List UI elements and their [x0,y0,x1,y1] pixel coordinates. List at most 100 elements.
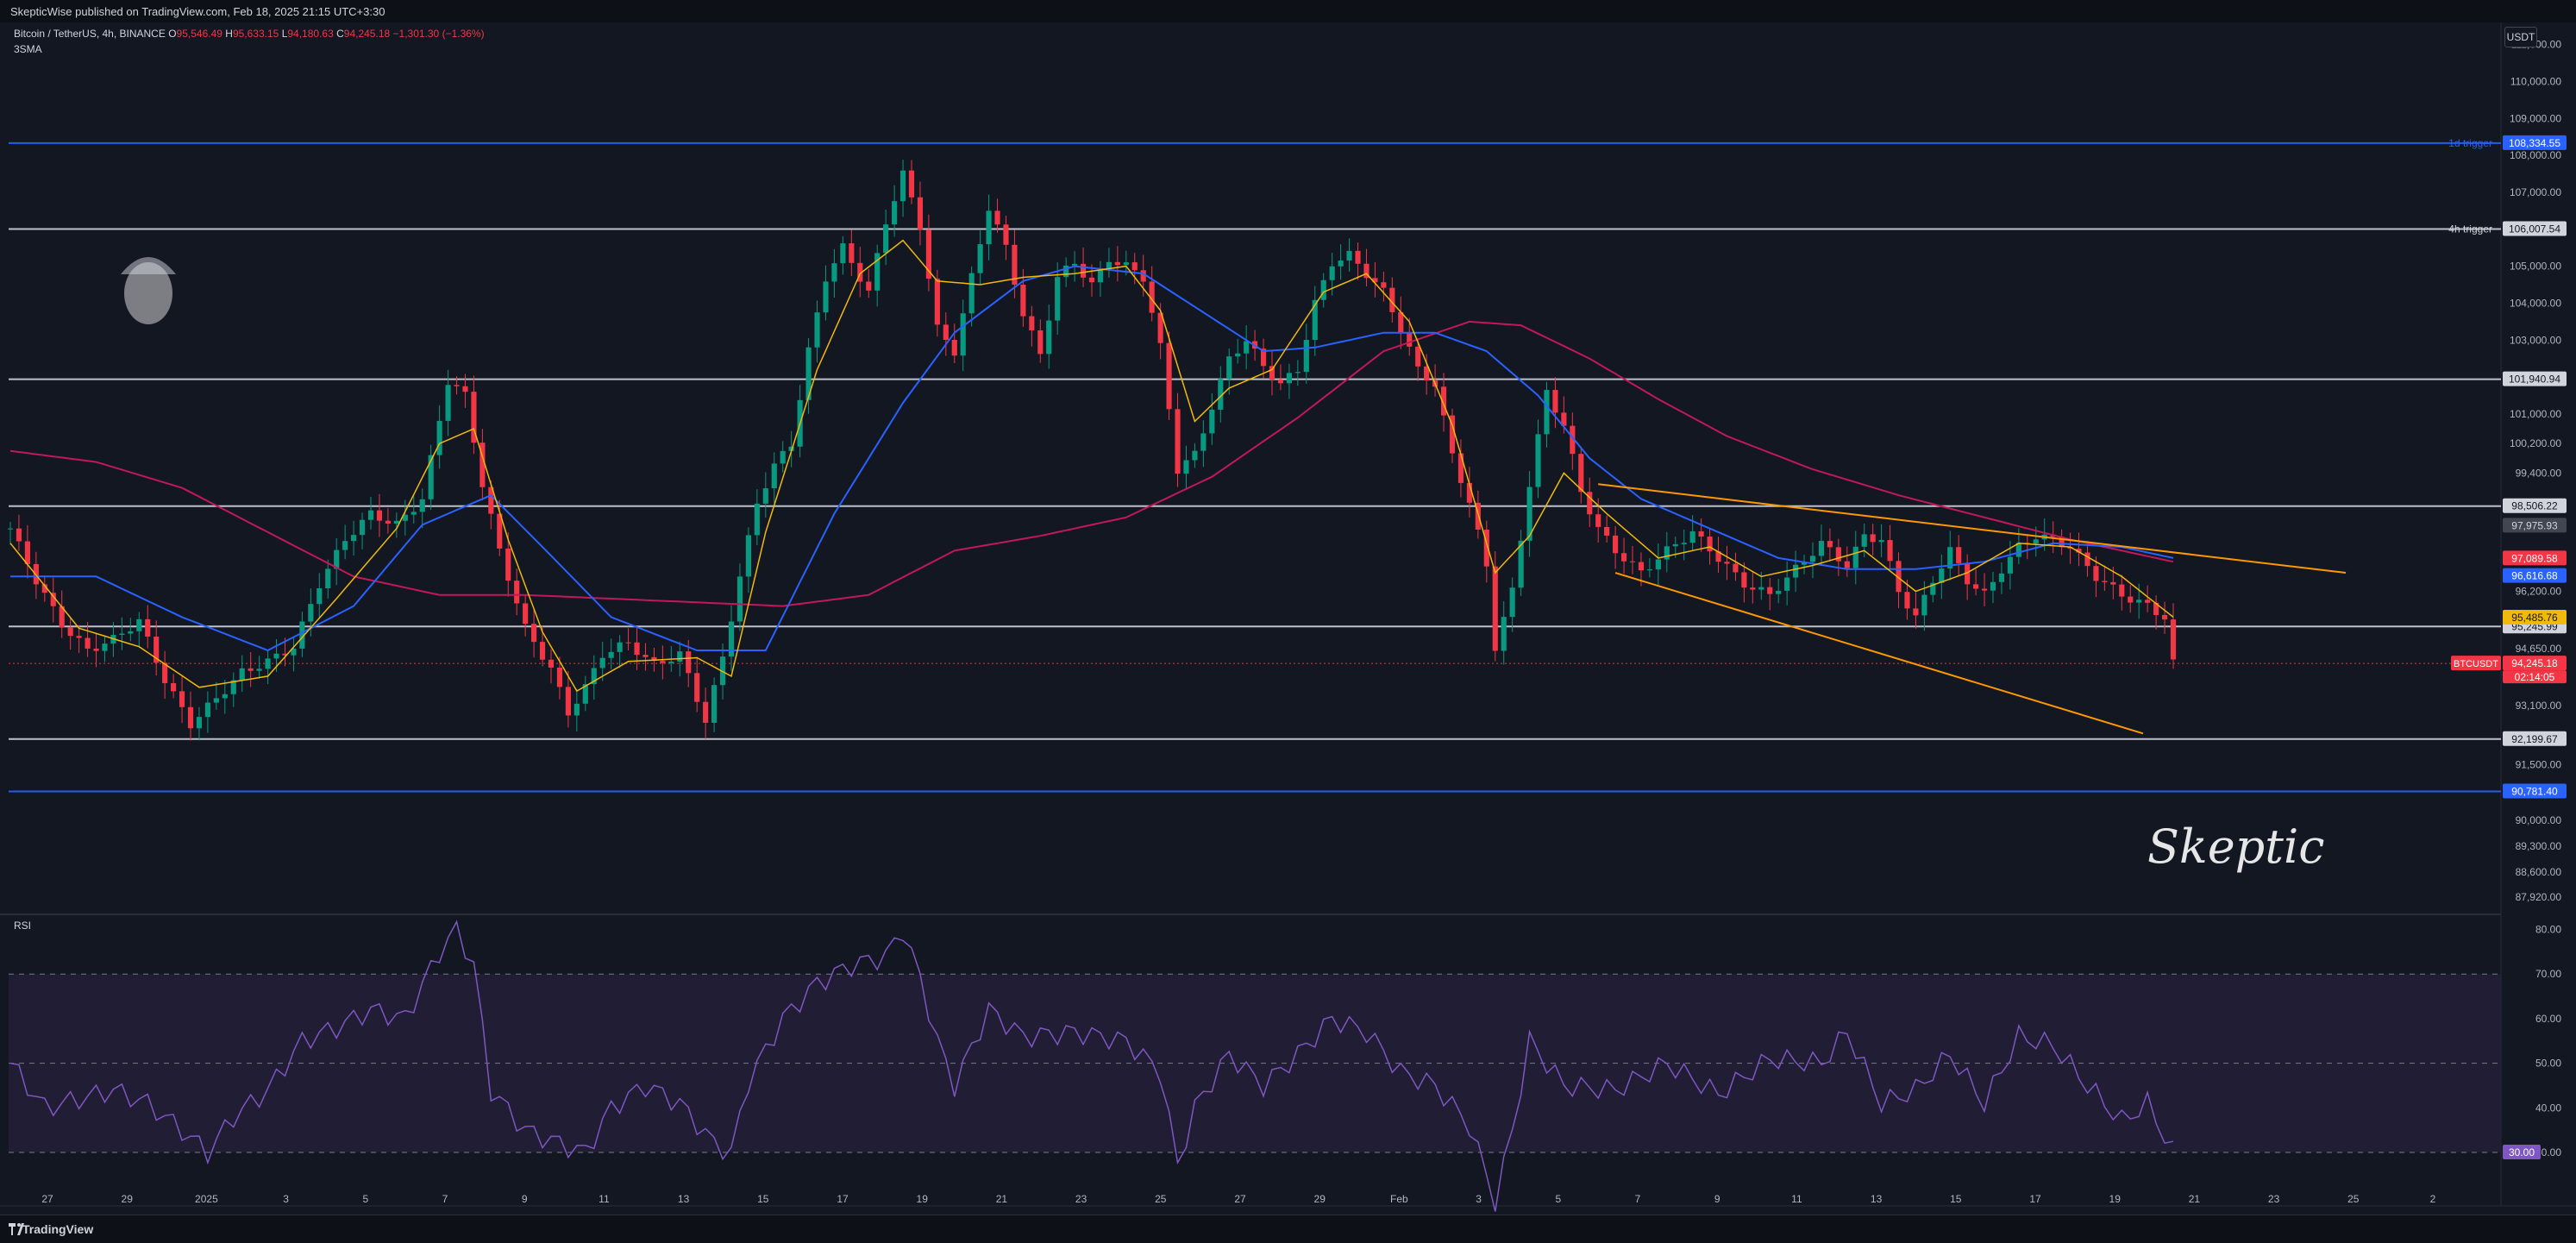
price-axis-tag-text: 96,616.68 [2511,570,2558,582]
price-tick-label: 100,200.00 [2510,437,2561,449]
candle-body [968,273,975,314]
time-tick-label: 29 [122,1193,134,1205]
candle-body [428,455,434,499]
candle-body [2059,537,2065,548]
candle-body [1776,590,1782,594]
indicator-legend[interactable]: 3SMA [14,43,42,55]
price-tick-label: 87,920.00 [2516,891,2562,903]
candle-body [2015,543,2021,557]
wedge-lower-trendline [1614,572,2144,735]
rsi-last-text: 30.00 [2509,1146,2535,1158]
candle-body [2136,600,2142,603]
candle-body [1990,581,1996,591]
close-label: C [336,28,344,40]
price-tick-label: 88,600.00 [2516,866,2562,878]
candle-body [282,653,288,656]
candle-body [359,519,366,536]
time-tick-label: 21 [996,1193,1008,1205]
candle-body [1457,453,1464,483]
candle-body [1501,617,1507,651]
candle-body [385,520,391,524]
indicator-name: 3SMA [14,43,42,55]
candle-body [2153,602,2159,615]
publisher-bar: SkepticWise published on TradingView.com… [0,0,2576,23]
candle-body [711,685,718,723]
price-tick-label: 103,000.00 [2510,334,2561,346]
candle-body [1063,265,1069,278]
candle-body [239,668,245,681]
candle-body [445,385,451,421]
candle-body [376,510,383,521]
candle-body [754,503,760,536]
candle-body [943,324,949,340]
level-price-text: 106,007.54 [2509,223,2560,235]
footer-bar: TradingView [0,1215,2576,1243]
price-axis-tag [2503,610,2567,625]
countdown-text: 02:14:05 [2515,671,2555,683]
time-tick-label: 29 [1314,1193,1326,1205]
candle-body [411,512,417,515]
price-tick-label: 89,300.00 [2516,840,2562,852]
time-tick-label: Feb [1390,1193,1408,1205]
candle-body [934,279,940,325]
price-tick-label: 107,000.00 [2510,186,2561,198]
time-tick-label: 7 [442,1193,448,1205]
candle-body [899,170,906,202]
candle-body [351,535,357,542]
candle-body [1570,425,1576,455]
candle-body [136,618,142,631]
candle-body [479,443,486,487]
candle-body [1012,244,1018,286]
tradingview-logo-icon [9,1223,24,1235]
candle-body [93,648,99,651]
candle-body [1578,454,1584,493]
candle-body [1398,311,1404,333]
candle-body [591,668,597,685]
time-tick-label: 23 [1075,1193,1087,1205]
candle-body [728,621,735,657]
candle-body [1509,587,1515,618]
candle-body [1140,270,1146,282]
candle-body [514,581,520,604]
candle-body [660,661,666,663]
publisher-text: SkepticWise published on TradingView.com… [10,5,385,18]
candle-body [857,262,863,282]
time-tick-label: 19 [2109,1193,2122,1205]
candle-body [119,633,125,635]
level-price-tag [2503,498,2567,513]
candle-body [1244,341,1250,354]
time-tick-label: 13 [678,1193,690,1205]
candle-body [1277,380,1284,384]
level-price-tag [2503,731,2567,746]
time-tick-label: 25 [2347,1193,2360,1205]
candle-body [925,229,931,279]
countdown-tag [2503,670,2567,684]
candle-body [16,528,22,542]
chart-canvas[interactable]: 111,000.00110,000.00109,000.00108,000.00… [0,22,2576,1215]
currency-selector[interactable]: USDT [2504,27,2537,47]
candle-body [171,682,177,692]
candle-body [1260,348,1267,367]
candle-body [1175,409,1181,474]
candle-body [1707,537,1713,552]
candle-body [694,673,700,702]
candle-body [2067,547,2073,549]
candle-body [1235,353,1241,357]
candle-body [1475,502,1481,530]
candle-body [1638,562,1645,571]
candle-body [960,313,966,356]
candle-body [642,655,649,657]
price-tick-label: 104,000.00 [2510,297,2561,309]
candle-body [454,385,460,386]
avatar [121,257,176,324]
candle-body [1664,546,1670,560]
candle-body [531,624,537,643]
candle-body [393,520,399,524]
candle-body [1355,250,1361,264]
time-tick-label: 13 [1871,1193,1883,1205]
candle-body [1758,587,1764,590]
price-tick-label: 93,100.00 [2516,700,2562,712]
candle-body [1544,390,1550,435]
signature-watermark: Skeptic [2147,819,2324,874]
candle-body [617,642,623,652]
